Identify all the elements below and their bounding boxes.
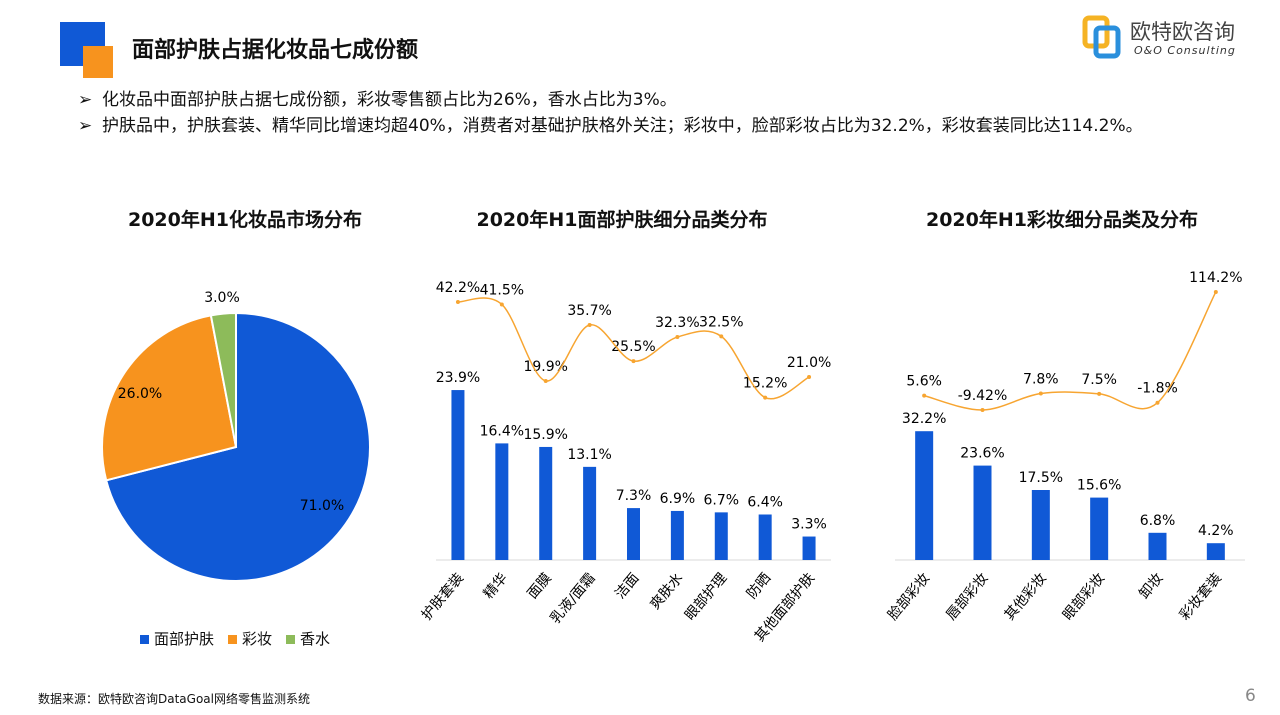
bar: [1090, 497, 1109, 560]
bar-label: 15.9%: [523, 427, 567, 443]
bar: [714, 512, 728, 560]
page-number: 6: [1245, 686, 1256, 706]
pie-chart-title: 2020年H1化妆品市场分布: [127, 209, 363, 231]
category-label: 防晒: [744, 570, 774, 602]
bar: [915, 431, 934, 560]
line-label: 5.6%: [906, 374, 942, 390]
line-point: [1155, 400, 1160, 405]
legend-item: 香水: [286, 628, 330, 649]
bar: [627, 508, 640, 560]
pie-slice-1: [101, 314, 238, 482]
line-point: [543, 378, 548, 383]
pie-slice-2: [209, 311, 237, 448]
growth-line: [457, 297, 810, 400]
line-point: [1038, 391, 1043, 396]
bar: [451, 390, 465, 560]
line-point: [631, 359, 636, 364]
bar: [973, 465, 992, 560]
logo-text: 欧特欧咨询: [1130, 20, 1235, 44]
bar: [758, 514, 772, 560]
line-label: 25.5%: [611, 339, 655, 355]
logo-icon: [1082, 15, 1121, 59]
category-label: 眼部护理: [682, 570, 730, 623]
bar-label: 6.7%: [703, 492, 739, 508]
bar-label: 6.9%: [660, 491, 696, 507]
line-point: [499, 302, 504, 307]
bar: [1031, 490, 1050, 560]
pie-legend: 面部护肤 彩妆 香水: [140, 628, 330, 649]
bar: [1206, 543, 1225, 560]
bar-label: 13.1%: [567, 447, 611, 463]
category-label: 唇部彩妆: [943, 570, 991, 623]
makeup-chart-title: 2020年H1彩妆细分品类及分布: [925, 209, 1199, 231]
category-label: 精华: [481, 570, 511, 602]
line-label: 19.9%: [523, 359, 567, 375]
pie-label: 3.0%: [204, 290, 240, 306]
bar-label: 16.4%: [480, 423, 524, 439]
line-label: 7.5%: [1081, 372, 1117, 388]
line-label: 42.2%: [436, 280, 480, 296]
category-label: 爽肤水: [647, 570, 686, 612]
line-label: 35.7%: [567, 303, 611, 319]
bar-label: 15.6%: [1077, 478, 1121, 494]
line-label: -1.8%: [1137, 381, 1178, 397]
line-point: [675, 335, 680, 340]
line-label: 41.5%: [480, 282, 524, 298]
page-title: 面部护肤占据化妆品七成份额: [132, 38, 419, 63]
line-point: [980, 408, 985, 412]
bar-label: 6.8%: [1140, 513, 1176, 529]
category-label: 护肤套装: [419, 570, 467, 623]
category-label: 脸部彩妆: [885, 570, 933, 623]
bar-label: 32.2%: [902, 411, 946, 427]
bar-label: 4.2%: [1198, 523, 1234, 539]
pie-slice-0: [104, 311, 371, 582]
line-point: [719, 334, 724, 339]
line-label: 7.8%: [1023, 372, 1059, 388]
category-label: 洁面: [612, 570, 642, 602]
pie-label: 71.0%: [300, 498, 344, 514]
category-label: 卸妆: [1136, 570, 1166, 602]
line-point: [1213, 289, 1218, 294]
bar: [539, 446, 553, 560]
bar-label: 3.3%: [791, 517, 827, 533]
category-label: 面膜: [525, 570, 555, 602]
bar-label: 23.6%: [960, 446, 1004, 462]
category-label: 其他彩妆: [1002, 570, 1050, 623]
data-source: 数据来源：欧特欧咨询DataGoal网络零售监测系统: [38, 692, 310, 706]
bar: [495, 443, 509, 560]
category-label: 彩妆套装: [1177, 570, 1225, 623]
legend-item: 彩妆: [228, 628, 272, 649]
line-label: -9.42%: [958, 388, 1008, 404]
line-label: 114.2%: [1189, 270, 1242, 286]
pie-label: 26.0%: [118, 386, 162, 402]
bar-label: 17.5%: [1019, 470, 1063, 486]
company-logo: 欧特欧咨询 O&O Consulting: [1082, 14, 1257, 62]
line-point: [922, 393, 927, 398]
line-point: [1097, 391, 1102, 396]
bar-label: 6.4%: [747, 494, 783, 510]
category-label: 眼部彩妆: [1060, 570, 1108, 623]
line-point: [807, 375, 812, 380]
line-point: [455, 300, 460, 304]
line-point: [587, 323, 592, 328]
logo-subtext: O&O Consulting: [1134, 44, 1236, 57]
line-label: 32.3%: [655, 315, 699, 331]
bar-label: 23.9%: [436, 370, 480, 386]
line-label: 32.5%: [699, 314, 743, 330]
skincare-chart-title: 2020年H1面部护肤细分品类分布: [476, 209, 768, 231]
legend-item: 面部护肤: [140, 628, 214, 649]
bar: [670, 510, 684, 560]
title-decoration-orange: [83, 46, 113, 78]
bar: [1148, 532, 1167, 560]
category-label: 乳液/面霜: [547, 570, 598, 627]
bar: [583, 466, 597, 560]
bar-label: 7.3%: [616, 488, 652, 504]
bullet-2: ➢ 护肤品中，护肤套装、精华同比增速均超40%，消费者对基础护肤格外关注；彩妆中，…: [78, 116, 1143, 136]
line-point: [763, 395, 768, 400]
line-label: 21.0%: [787, 355, 831, 371]
bullet-1: ➢ 化妆品中面部护肤占据七成份额，彩妆零售额占比为26%，香水占比为3%。: [78, 90, 677, 110]
bar: [802, 536, 816, 560]
